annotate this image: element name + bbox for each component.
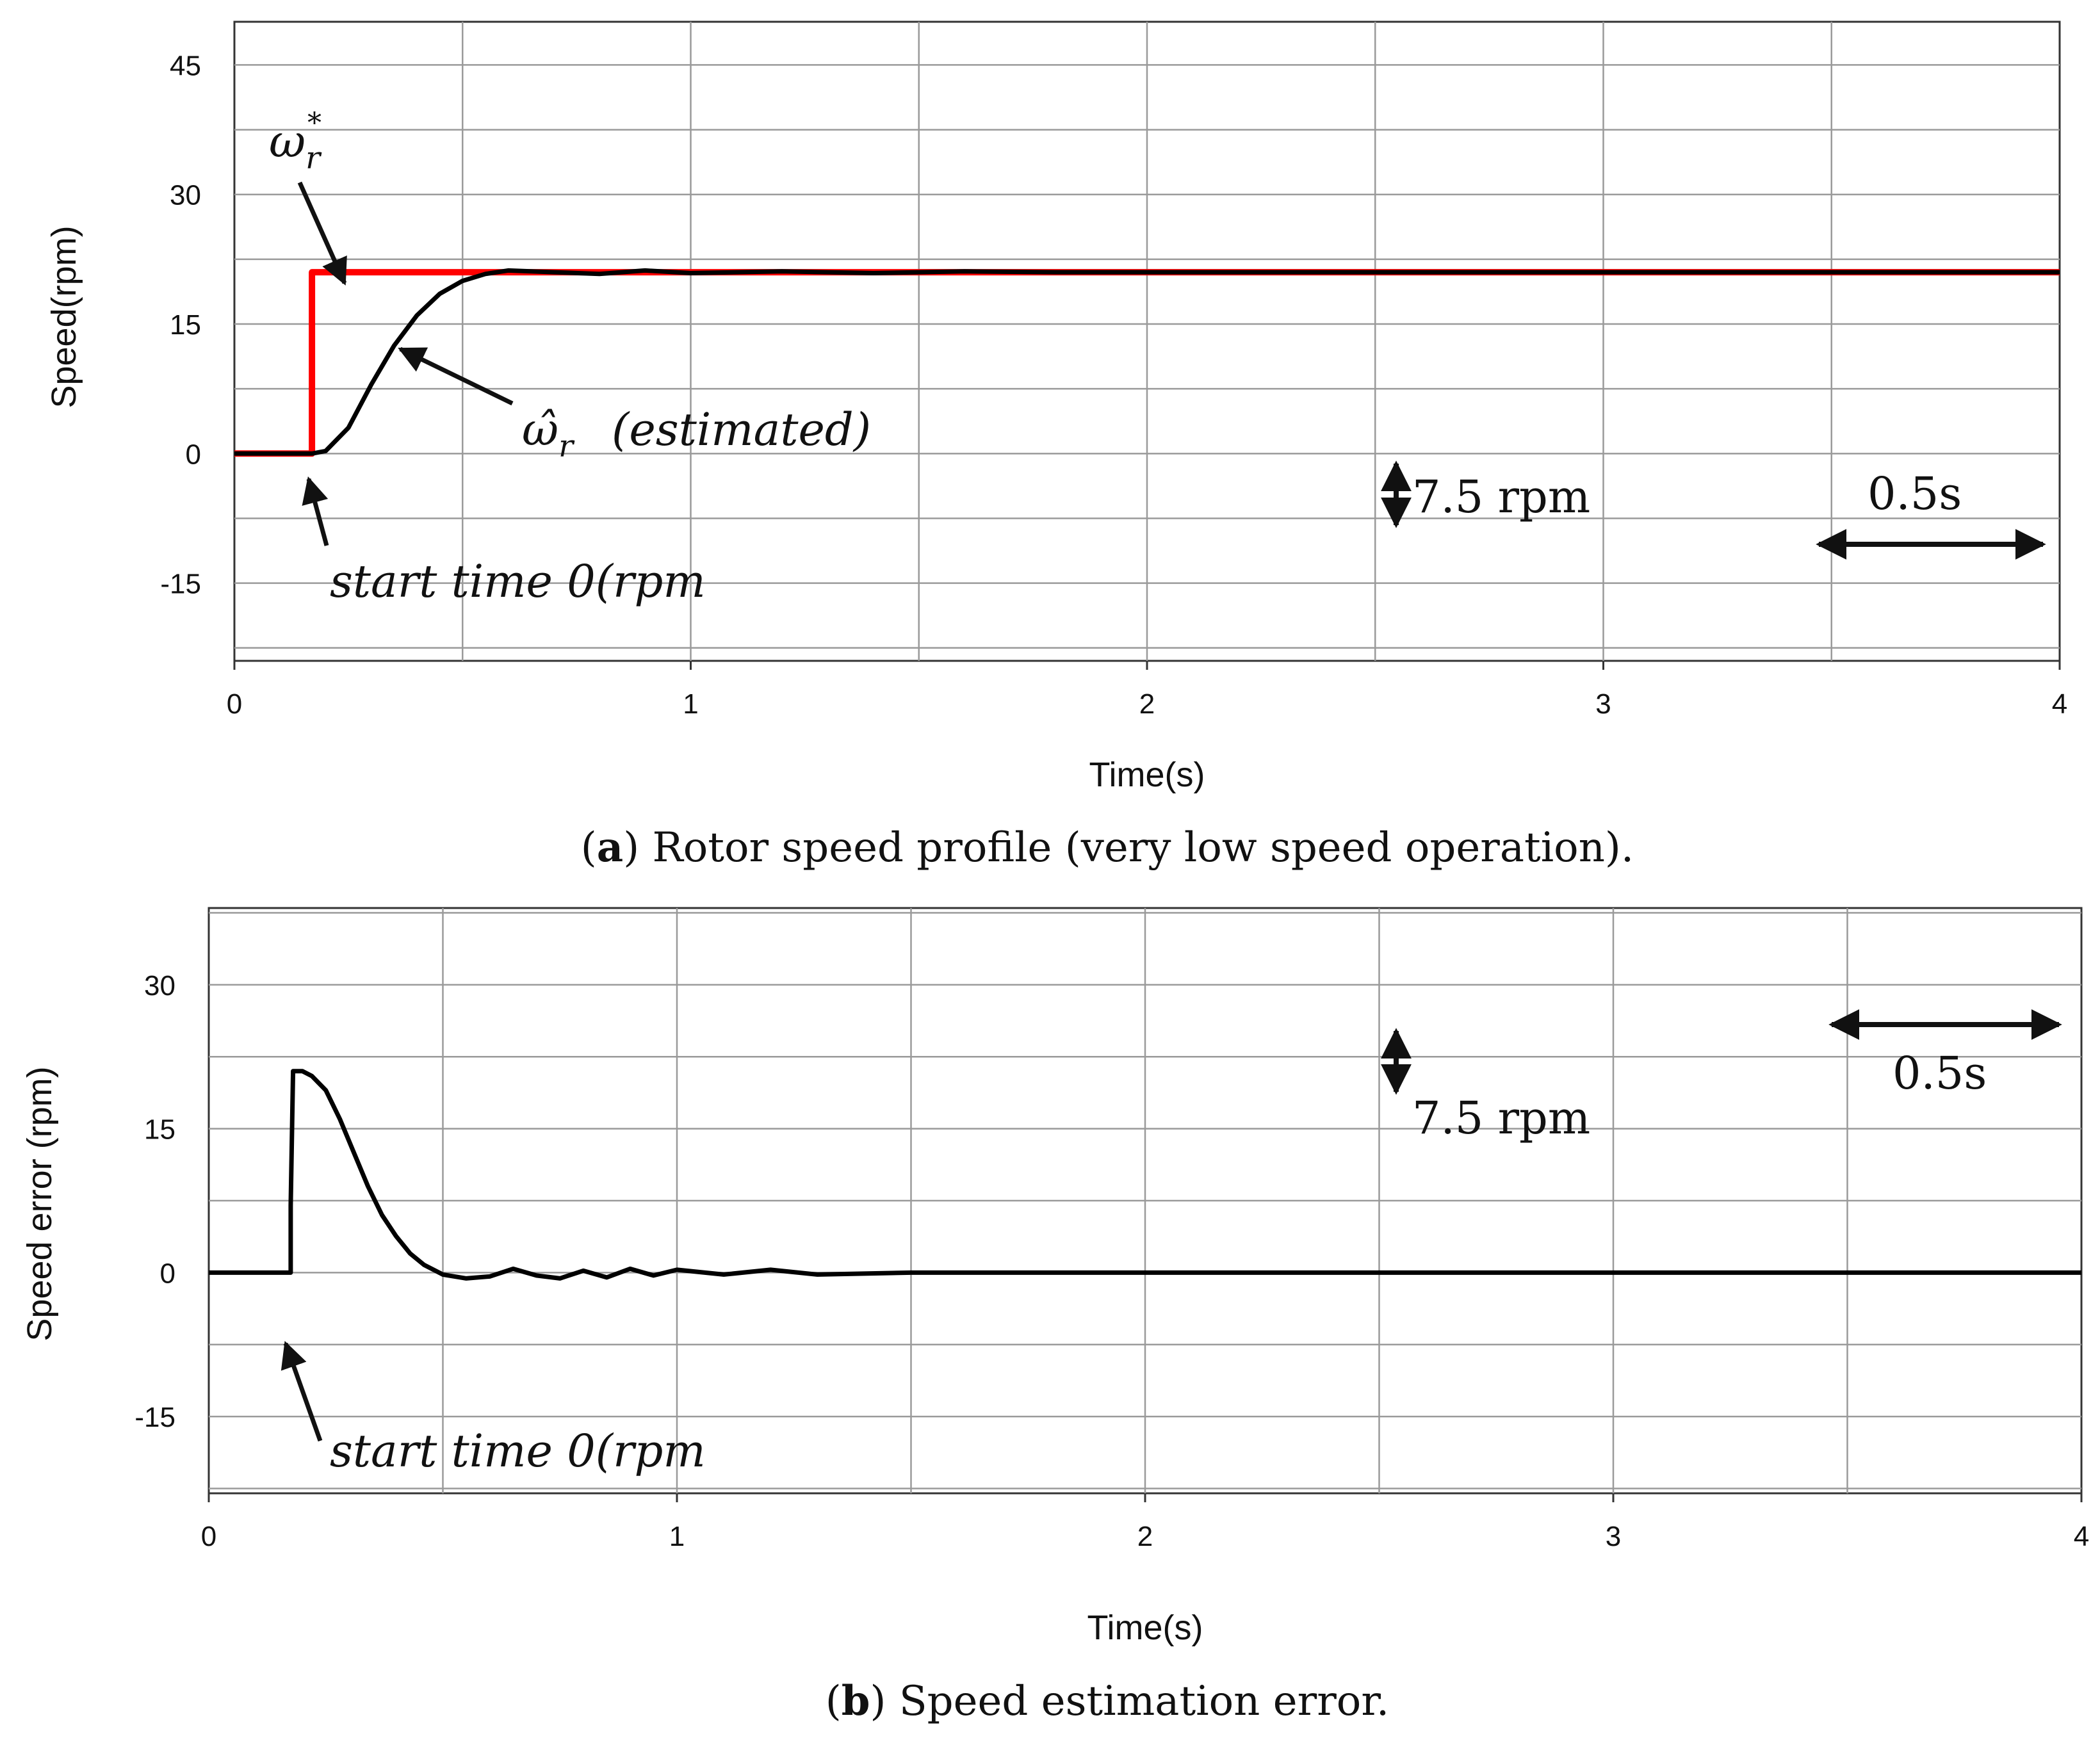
- panel-b-start-arrow: [281, 1341, 323, 1442]
- panel-a-caption: (a) Rotor speed profile (very low speed …: [581, 823, 1634, 872]
- panel-a-x-axis-title: Time(s): [1089, 756, 1205, 794]
- ref-superscript: *: [307, 107, 322, 140]
- panel-a-y-scale-label: 7.5 rpm: [1412, 471, 1590, 523]
- panel-b-series: [209, 1069, 2081, 1281]
- panel-b-x-tick-label: 1: [669, 1521, 685, 1552]
- est-arrow: [398, 346, 514, 406]
- est-subscript: r: [558, 428, 575, 464]
- panel-b-y-tick-label: 15: [144, 1114, 175, 1146]
- panel-a-start-label: start time 0(rpm: [330, 555, 706, 608]
- panel-a-series: [234, 268, 2060, 457]
- panel-b-y-tick-label: -15: [134, 1402, 175, 1433]
- panel-b-x-scale: 0.5s: [1828, 1009, 2062, 1099]
- panel-a-x-tick-label: 0: [227, 688, 242, 720]
- panel-a-y-axis-title: Speed(rpm): [45, 225, 83, 408]
- panel-b-caption-text: Speed estimation error.: [899, 1678, 1389, 1725]
- panel-a-y-tick-label: 45: [170, 50, 201, 81]
- panel-b-caption-letter: b: [842, 1677, 870, 1725]
- panel-b-y-axis-title: Speed error (rpm): [20, 1066, 59, 1341]
- panel-a-start-arrow: [302, 476, 329, 546]
- panel-a-caption-letter: a: [597, 823, 623, 872]
- panel-b-y-tick-label: 0: [160, 1258, 175, 1289]
- panel-b-y-tick-label: 30: [144, 970, 175, 1002]
- svg-text:ω̂r(estimated): ω̂r (estimated): [522, 403, 871, 464]
- panel-a-ticks: 0 1 2 3 4 -15 0 15 30 45: [160, 50, 2067, 720]
- panel-b-x-tick-label: 4: [2074, 1521, 2089, 1552]
- panel-a-x-scale-label: 0.5s: [1868, 467, 1962, 520]
- panel-b-caption: (b) Speed estimation error.: [826, 1677, 1389, 1725]
- panel-b-start-annotation: start time 0(rpm: [281, 1341, 706, 1477]
- panel-a-y-tick-label: 15: [170, 309, 201, 341]
- panel-b-y-scale-label: 7.5 rpm: [1412, 1092, 1590, 1144]
- ref-arrow: [297, 181, 347, 286]
- panel-a-y-tick-label: -15: [160, 569, 201, 600]
- panel-a-series-estimated: [234, 268, 2060, 456]
- svg-text:ωr*: ωr*: [269, 107, 322, 176]
- panel-b-x-tick-label: 0: [201, 1521, 216, 1552]
- panel-b-series-error: [209, 1069, 2081, 1281]
- panel-b-x-scale-label: 0.5s: [1892, 1047, 1987, 1099]
- panel-b-start-label: start time 0(rpm: [330, 1425, 706, 1477]
- panel-a-y-scale: 7.5 rpm: [1381, 460, 1590, 528]
- panel-b-x-tick-label: 3: [1606, 1521, 1621, 1552]
- est-text: (estimated): [612, 403, 871, 456]
- panel-a-start-annotation: start time 0(rpm: [302, 476, 706, 608]
- panel-a-y-tick-label: 0: [186, 439, 201, 470]
- est-symbol: ω̂: [522, 403, 558, 456]
- panel-a-x-tick-label: 4: [2052, 688, 2067, 720]
- panel-b-y-scale: 7.5 rpm: [1381, 1028, 1590, 1144]
- panel-a-ref-annotation: ωr*: [269, 107, 347, 286]
- panel-a-y-tick-label: 30: [170, 180, 201, 211]
- panel-a-caption-text: Rotor speed profile (very low speed oper…: [653, 824, 1634, 872]
- panel-b-x-axis-title: Time(s): [1087, 1609, 1203, 1647]
- panel-a-x-tick-label: 3: [1595, 688, 1611, 720]
- ref-subscript: r: [305, 140, 322, 176]
- ref-symbol: ω: [269, 115, 305, 168]
- panel-a-est-annotation: ω̂r (estimated): [398, 346, 871, 464]
- panel-b-x-tick-label: 2: [1137, 1521, 1153, 1552]
- panel-a-x-scale: 0.5s: [1816, 467, 2046, 560]
- panel-a-x-tick-label: 2: [1139, 688, 1155, 720]
- panel-a-x-tick-label: 1: [683, 688, 698, 720]
- panel-b-ticks: 0 1 2 3 4 -15 0 15 30: [134, 970, 2089, 1552]
